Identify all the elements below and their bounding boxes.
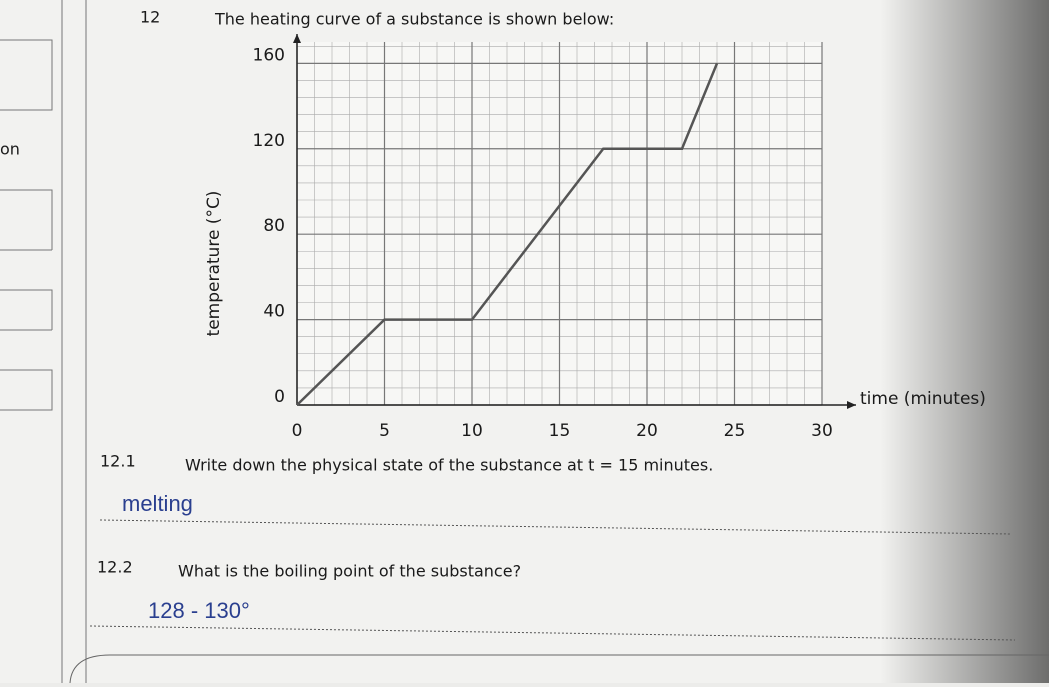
x-tick-label: 30 [811,421,833,441]
x-tick-label: 25 [724,421,746,441]
x-axis-label: time (minutes) [860,389,986,409]
chart: 0 5 10 15 20 25 30 0 40 80 120 160 time (minutes) tem… [204,34,986,441]
margin-text: on [0,140,20,159]
y-tick-label: 80 [263,216,285,236]
question-number: 12.2 [97,558,133,577]
question-number: 12.1 [100,452,136,471]
shadow [880,0,1049,683]
margin-boxes [0,0,87,683]
question-number: 12 [140,8,160,27]
heating-curve [296,62,719,406]
x-tick-label: 5 [379,421,390,441]
y-axis-label: temperature (°C) [204,191,224,337]
question-text: What is the boiling point of the substan… [178,562,521,581]
handwritten-answer: 128 - 130° [148,598,250,623]
y-tick-label: 40 [263,302,285,322]
x-tick-label: 0 [292,421,303,441]
y-tick-label: 160 [253,45,285,65]
question-text: Write down the physical state of the sub… [185,456,713,475]
x-axis-arrow [847,401,856,409]
x-tick-label: 15 [549,421,571,441]
y-tick-label: 120 [253,131,285,151]
frame [69,654,1049,684]
y-axis-arrow [293,34,301,43]
y-tick-label: 0 [274,387,285,407]
handwritten-answer: melting [122,491,193,516]
x-tick-label: 10 [461,421,483,441]
intro: The heating curve of a substance is show… [214,10,614,29]
x-tick-label: 20 [636,421,658,441]
